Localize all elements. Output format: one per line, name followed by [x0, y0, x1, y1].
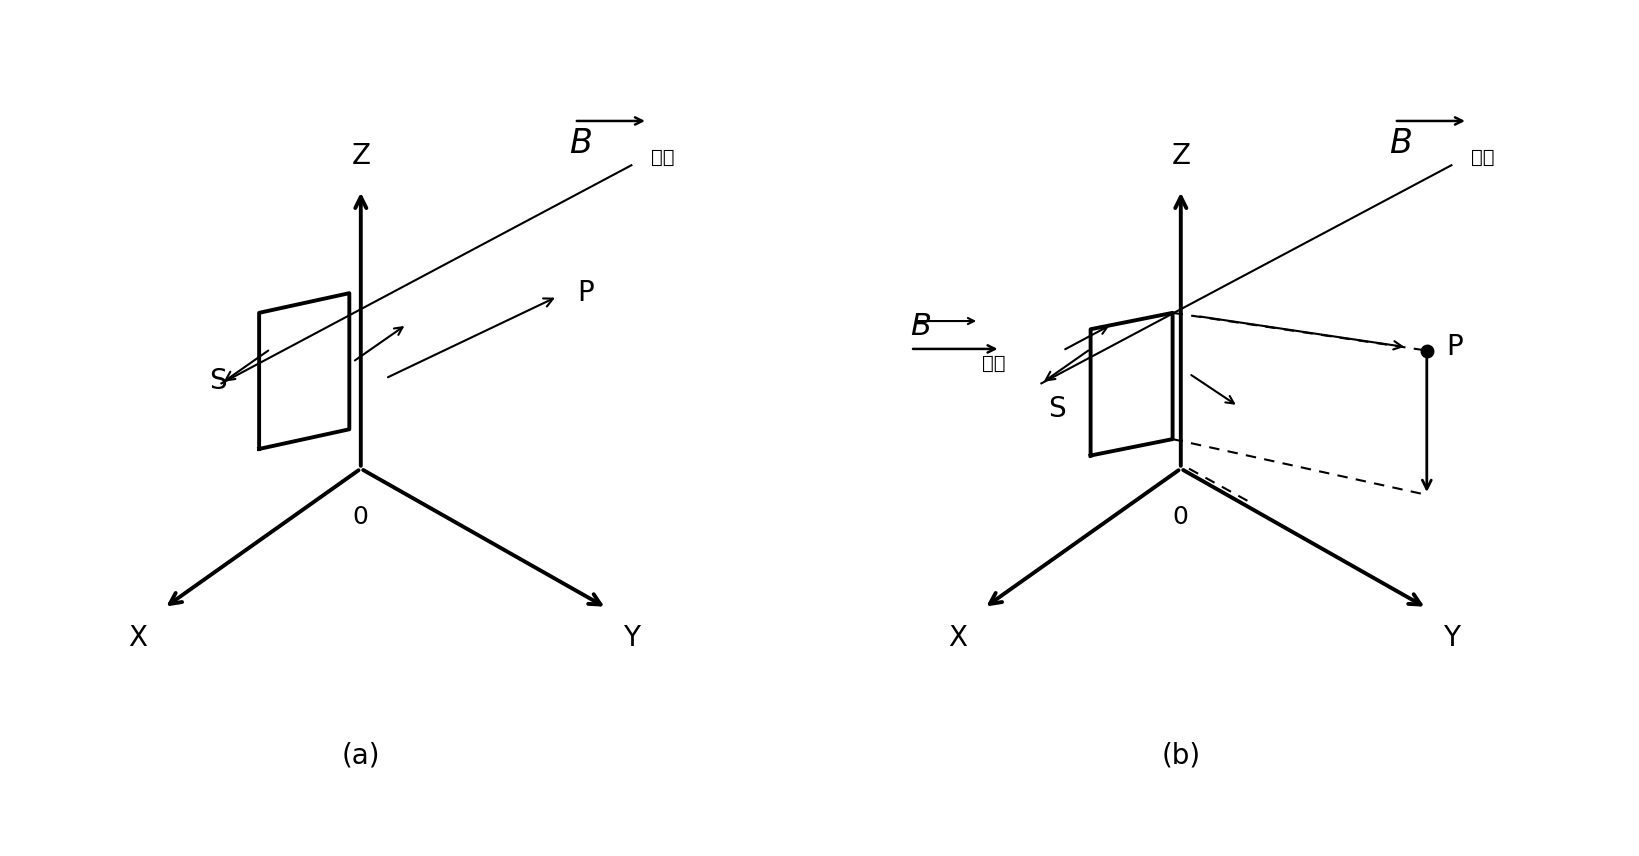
Text: 0: 0 [352, 505, 369, 529]
Text: S: S [208, 367, 226, 395]
Text: S: S [1047, 395, 1065, 423]
Text: P: P [577, 279, 593, 307]
Text: $B$: $B$ [1388, 128, 1411, 160]
Text: (a): (a) [341, 741, 380, 770]
Text: Y: Y [623, 624, 639, 652]
Text: 水平: 水平 [1470, 147, 1493, 167]
Text: Z: Z [351, 142, 370, 170]
Text: $B$: $B$ [910, 312, 931, 341]
Text: Y: Y [1442, 624, 1459, 652]
Text: 垂直: 垂直 [982, 354, 1005, 373]
Text: X: X [128, 624, 148, 652]
Text: P: P [1446, 333, 1462, 361]
Text: $B$: $B$ [569, 128, 592, 160]
Text: Z: Z [1170, 142, 1190, 170]
Text: 水平: 水平 [651, 147, 674, 167]
Text: 0: 0 [1172, 505, 1188, 529]
Text: (b): (b) [1160, 741, 1200, 770]
Text: X: X [947, 624, 967, 652]
